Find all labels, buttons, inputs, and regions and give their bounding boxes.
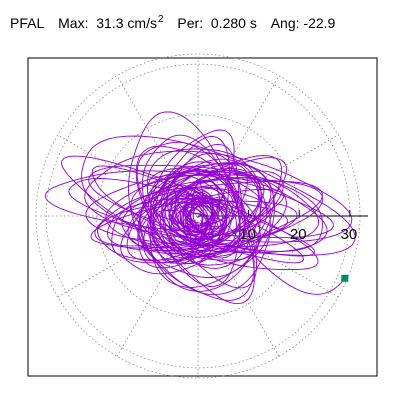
trace-loop-10-3 bbox=[152, 169, 246, 259]
trace-loop-7-2 bbox=[137, 176, 265, 269]
chart-header: PFAL Max: 31.3 cm/s2 Per: 0.280 s Ang: -… bbox=[10, 14, 335, 31]
angle-value: -22.9 bbox=[303, 15, 336, 31]
max-unit-exponent: 2 bbox=[157, 14, 164, 25]
trace-core-20 bbox=[170, 195, 213, 246]
ring-label-10: 10 bbox=[239, 226, 256, 243]
trace-core-25 bbox=[182, 180, 221, 244]
period-unit: s bbox=[249, 15, 257, 31]
max-label: Max: bbox=[58, 15, 89, 31]
trace-loop-4-0 bbox=[61, 155, 319, 271]
trace-core-4 bbox=[168, 201, 230, 234]
plot-frame bbox=[27, 57, 378, 377]
trace-loop-7-0 bbox=[127, 163, 249, 252]
trace-loop-8-1 bbox=[138, 155, 283, 249]
trace-loop-5-3 bbox=[149, 129, 235, 264]
period-label: Per: bbox=[177, 15, 204, 31]
station-code: PFAL bbox=[10, 15, 45, 31]
max-unit: cm/s bbox=[127, 15, 157, 31]
trace-loop-6-3 bbox=[147, 167, 240, 259]
trace-loop-8-0 bbox=[151, 169, 268, 255]
trace-core-29 bbox=[170, 203, 215, 232]
marker-group bbox=[341, 274, 349, 282]
trace-loop-9-1 bbox=[97, 200, 298, 261]
trace-loop-3-0 bbox=[137, 158, 261, 278]
trace-loop-10-1 bbox=[161, 161, 260, 252]
trace-tail bbox=[228, 225, 346, 295]
angle-label: Ang: bbox=[270, 15, 300, 31]
max-value: 31.3 bbox=[96, 15, 124, 31]
trace-core-23 bbox=[174, 201, 231, 227]
ring-label-20: 20 bbox=[290, 226, 307, 243]
trace-loop-9-0 bbox=[90, 188, 285, 249]
trace-core-22 bbox=[174, 186, 214, 238]
trace-core-28 bbox=[162, 198, 227, 240]
trace-loop-8-2 bbox=[150, 168, 262, 258]
trace-loop-10-0 bbox=[146, 148, 262, 269]
trace-loop-2-1 bbox=[141, 134, 255, 305]
trace-loop-3-1 bbox=[139, 162, 275, 296]
trace-group bbox=[44, 111, 356, 305]
trace-loop-9-2 bbox=[107, 197, 288, 252]
period-value: 0.280 bbox=[210, 15, 246, 31]
end-point-marker bbox=[341, 274, 349, 282]
trace-loop-1-3 bbox=[88, 164, 323, 252]
ring-label-group: 10 20 30 bbox=[239, 226, 357, 243]
ring-label-30: 30 bbox=[341, 226, 358, 243]
